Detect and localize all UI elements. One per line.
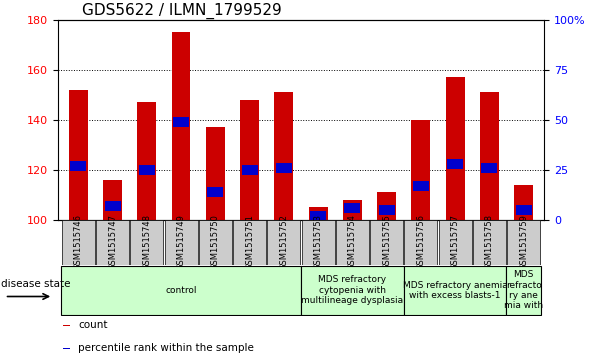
Bar: [446, 77, 465, 220]
Text: MDS refractory anemia
with excess blasts-1: MDS refractory anemia with excess blasts…: [402, 281, 508, 300]
FancyBboxPatch shape: [130, 220, 164, 265]
FancyBboxPatch shape: [507, 220, 540, 265]
FancyBboxPatch shape: [404, 220, 437, 265]
FancyBboxPatch shape: [370, 220, 403, 265]
Text: GSM1515756: GSM1515756: [416, 214, 426, 270]
Bar: [309, 207, 328, 220]
Text: GSM1515757: GSM1515757: [451, 214, 460, 270]
Text: GSM1515753: GSM1515753: [314, 214, 323, 270]
Text: GSM1515758: GSM1515758: [485, 214, 494, 270]
Text: GSM1515754: GSM1515754: [348, 215, 357, 270]
Text: GSM1515759: GSM1515759: [519, 215, 528, 270]
FancyBboxPatch shape: [301, 266, 404, 315]
Text: GSM1515750: GSM1515750: [211, 215, 220, 270]
Bar: [207, 187, 223, 197]
Bar: [447, 159, 463, 169]
Bar: [276, 163, 292, 173]
FancyBboxPatch shape: [199, 220, 232, 265]
Bar: [105, 201, 120, 211]
FancyBboxPatch shape: [506, 266, 541, 315]
Bar: [63, 325, 70, 326]
Bar: [480, 92, 499, 220]
Bar: [516, 205, 531, 215]
FancyBboxPatch shape: [96, 220, 129, 265]
Text: MDS
refracto
ry ane
mia with: MDS refracto ry ane mia with: [504, 270, 543, 310]
FancyBboxPatch shape: [404, 266, 506, 315]
Bar: [171, 32, 190, 220]
Bar: [344, 203, 361, 213]
Bar: [63, 348, 70, 349]
FancyBboxPatch shape: [268, 220, 300, 265]
Text: disease state: disease state: [1, 279, 71, 289]
Bar: [240, 100, 259, 220]
Bar: [139, 165, 155, 175]
Bar: [514, 185, 533, 220]
Bar: [377, 192, 396, 220]
FancyBboxPatch shape: [233, 220, 266, 265]
Bar: [137, 102, 156, 220]
Bar: [343, 200, 362, 220]
Bar: [379, 205, 395, 215]
Bar: [69, 90, 88, 220]
Text: percentile rank within the sample: percentile rank within the sample: [78, 343, 254, 353]
Bar: [206, 127, 225, 220]
FancyBboxPatch shape: [302, 220, 334, 265]
Text: control: control: [165, 286, 197, 295]
Bar: [412, 120, 430, 220]
Text: GSM1515749: GSM1515749: [176, 215, 185, 270]
Bar: [103, 180, 122, 220]
FancyBboxPatch shape: [473, 220, 506, 265]
FancyBboxPatch shape: [62, 220, 95, 265]
Text: MDS refractory
cytopenia with
multilineage dysplasia: MDS refractory cytopenia with multilinea…: [302, 276, 403, 305]
Bar: [173, 117, 189, 127]
Bar: [310, 211, 326, 221]
FancyBboxPatch shape: [336, 220, 369, 265]
Text: GSM1515747: GSM1515747: [108, 214, 117, 270]
FancyBboxPatch shape: [165, 220, 198, 265]
Text: GSM1515748: GSM1515748: [142, 214, 151, 270]
Bar: [413, 181, 429, 191]
Text: GDS5622 / ILMN_1799529: GDS5622 / ILMN_1799529: [82, 3, 282, 19]
Bar: [71, 161, 86, 171]
Text: GSM1515755: GSM1515755: [382, 215, 391, 270]
Bar: [482, 163, 497, 173]
Text: GSM1515752: GSM1515752: [279, 215, 288, 270]
FancyBboxPatch shape: [438, 220, 472, 265]
FancyBboxPatch shape: [61, 266, 301, 315]
Text: count: count: [78, 320, 108, 330]
Bar: [241, 165, 258, 175]
Text: GSM1515746: GSM1515746: [74, 214, 83, 270]
Text: GSM1515751: GSM1515751: [245, 215, 254, 270]
Bar: [274, 92, 293, 220]
